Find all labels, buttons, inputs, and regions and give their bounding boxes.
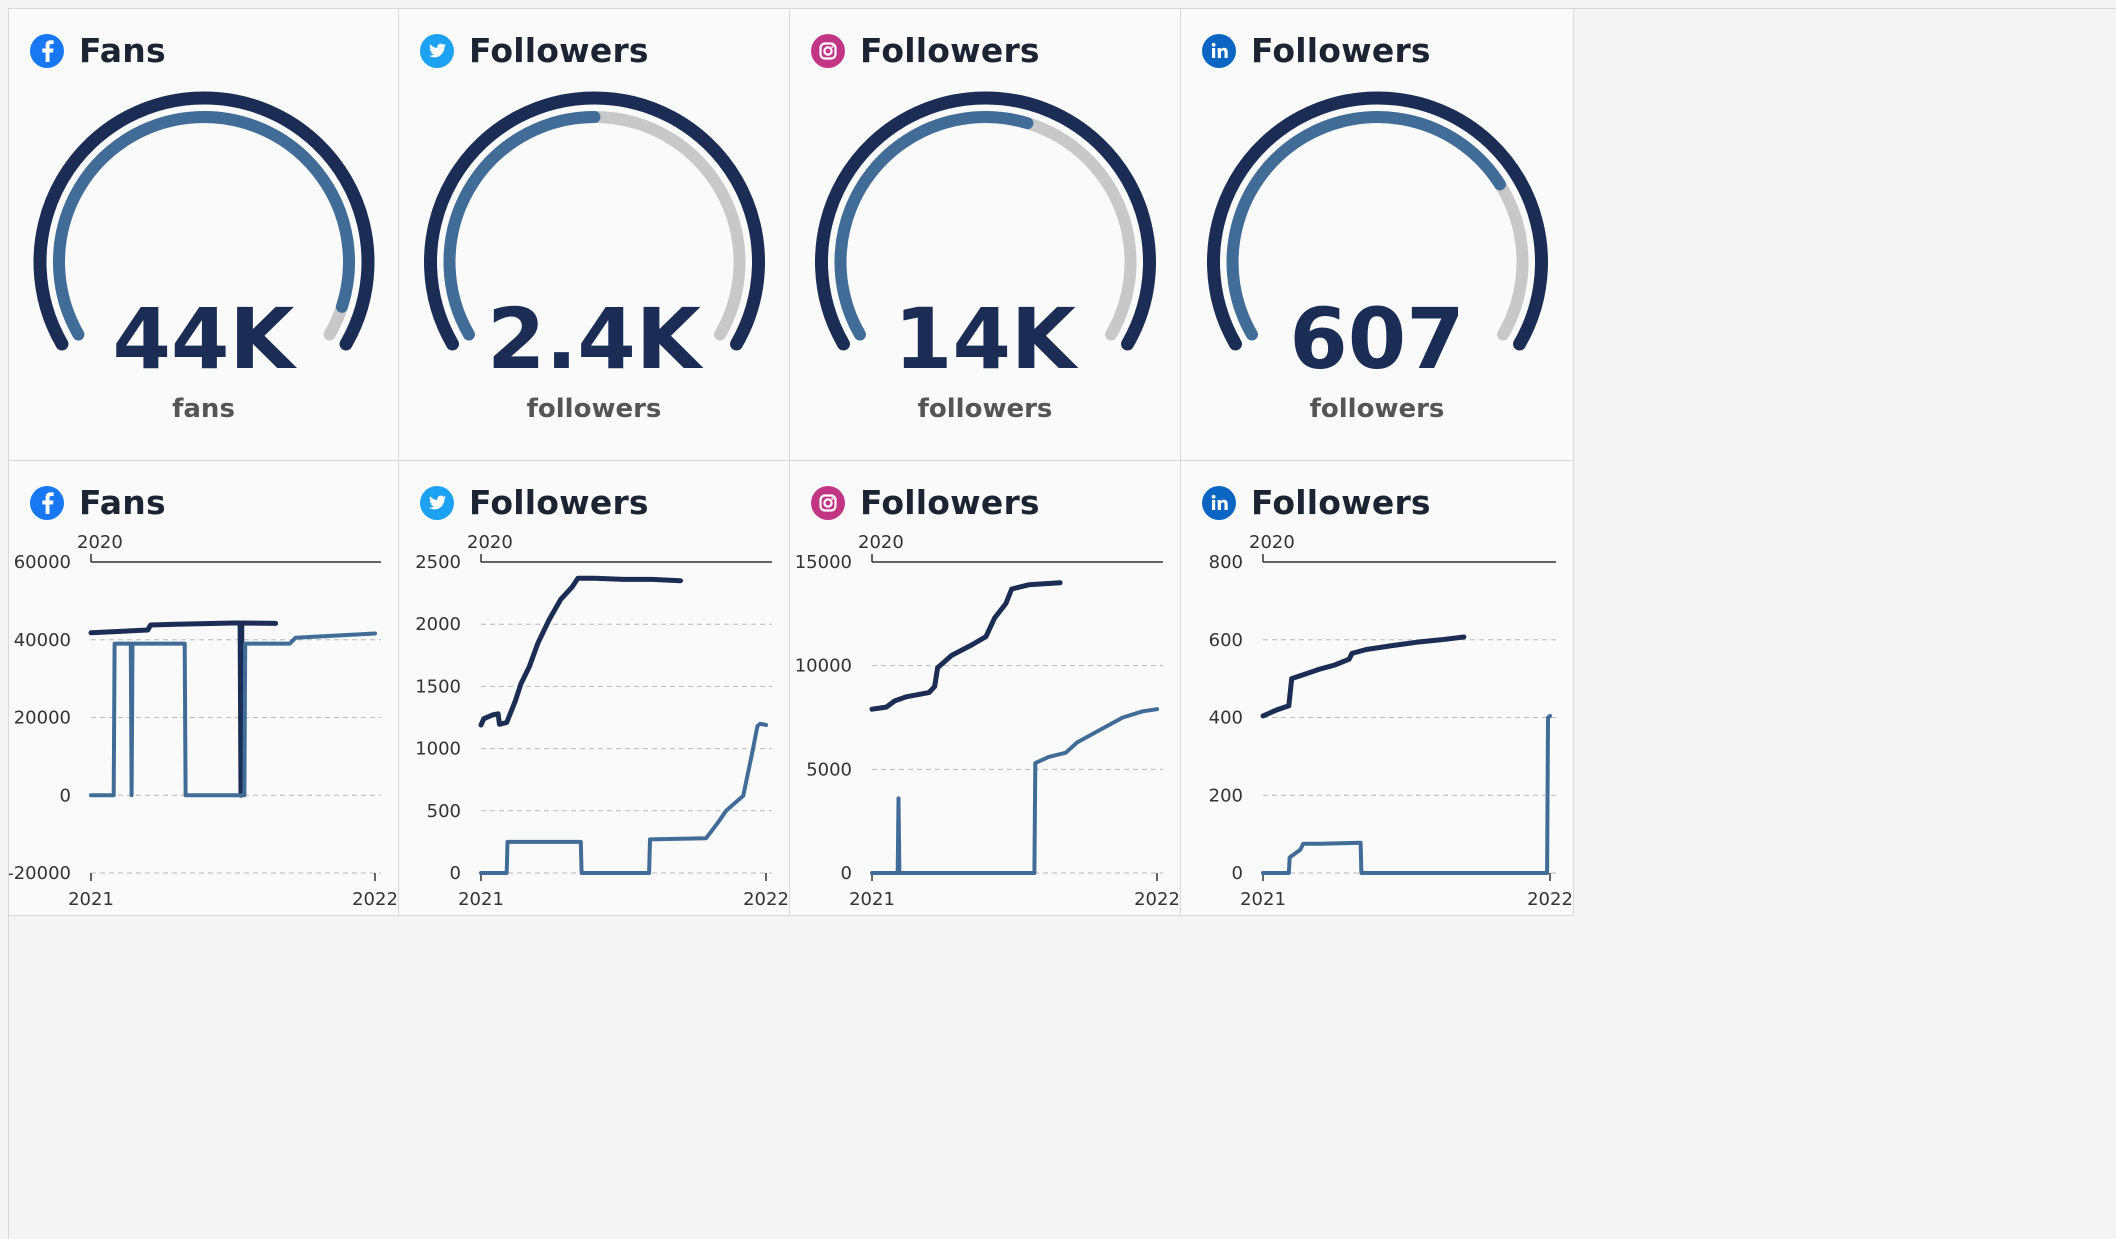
gauge-value: 607 — [1289, 290, 1465, 388]
gauge-unit: followers — [917, 394, 1053, 424]
line-chart-svg: 2020 0 200 400 600 800 2021 2022 — [1209, 532, 1573, 910]
gauge-unit: followers — [1309, 394, 1445, 424]
series-line-0 — [1260, 634, 1467, 719]
y-tick-label: 15000 — [795, 552, 852, 573]
y-tick-label: 40000 — [14, 630, 71, 651]
y-tick-label: 2500 — [415, 552, 461, 573]
line-panel-linkedin: Followers 2020 0 200 400 600 800 2021 2022 — [1181, 461, 1574, 916]
gauge-outer-ring — [33, 91, 375, 351]
twitter-icon — [419, 485, 455, 521]
y-tick-label: 0 — [841, 863, 852, 884]
top-axis-label: 2020 — [858, 532, 904, 553]
gauge-value: 44K — [112, 290, 295, 388]
line-chart-svg: 2020 0 5000 10000 15000 2021 2022 — [795, 532, 1180, 910]
twitter-icon — [419, 33, 455, 69]
gauge-unit: followers — [526, 394, 662, 424]
y-tick-label: 5000 — [806, 759, 852, 780]
gauge-outer-ring — [815, 91, 1156, 351]
y-tick-label: 60000 — [14, 552, 71, 573]
y-tick-label: 500 — [427, 801, 461, 822]
instagram-icon — [810, 485, 846, 521]
gauge-value: 14K — [894, 290, 1076, 388]
y-tick-label: 0 — [60, 785, 71, 806]
line-chart-svg: 2020 -20000 0 20000 40000 60000 2021 2022 — [9, 532, 398, 910]
panel-title: Followers — [860, 483, 1040, 522]
x-tick-label: 2022 — [1134, 889, 1180, 910]
x-tick-label: 2022 — [1527, 889, 1573, 910]
series-line-1 — [870, 707, 1159, 875]
top-axis-label: 2020 — [1249, 532, 1295, 553]
gauge-value: 2.4K — [487, 290, 701, 388]
line-panel-twitter: Followers 2020 0 500 1000 1500 2000 2500 2021 202… — [399, 461, 790, 916]
gauge-progress — [53, 111, 355, 341]
series-line-0 — [88, 620, 279, 798]
y-tick-label: 200 — [1209, 785, 1243, 806]
gauge-progress — [1226, 111, 1506, 341]
y-tick-label: 600 — [1209, 630, 1243, 651]
gauge-outer-ring — [424, 91, 765, 351]
y-tick-label: 800 — [1209, 552, 1243, 573]
top-axis-label: 2020 — [467, 532, 513, 553]
series-line-1 — [89, 631, 377, 798]
series-line-1 — [479, 721, 768, 875]
gauge-progress — [443, 111, 601, 341]
panel-header: Followers — [810, 31, 1040, 70]
line-panel-instagram: Followers 2020 0 5000 10000 15000 2021 2022 — [790, 461, 1181, 916]
x-tick-label: 2021 — [458, 889, 504, 910]
gauge-progress — [834, 111, 1034, 341]
panel-header: Followers — [419, 483, 649, 522]
panel-header: Fans — [29, 31, 166, 70]
facebook-icon — [29, 33, 65, 69]
y-tick-label: 0 — [1232, 863, 1243, 884]
panel-title: Followers — [469, 31, 649, 70]
x-tick-label: 2021 — [1240, 889, 1286, 910]
y-tick-label: 10000 — [795, 656, 852, 677]
series-line-0 — [869, 580, 1063, 712]
instagram-icon — [810, 33, 846, 69]
panel-header: Followers — [810, 483, 1040, 522]
panel-header: Followers — [419, 31, 649, 70]
gauge-outer-ring — [1207, 91, 1548, 351]
gauge-unit: fans — [172, 394, 235, 424]
y-tick-label: 1000 — [415, 739, 461, 760]
series-line-0 — [478, 575, 683, 728]
x-tick-label: 2022 — [743, 889, 789, 910]
panel-header: Followers — [1201, 483, 1431, 522]
panel-title: Fans — [79, 31, 166, 70]
panel-title: Fans — [79, 483, 166, 522]
y-tick-label: -20000 — [9, 863, 71, 884]
panel-title: Followers — [469, 483, 649, 522]
panel-header: Fans — [29, 483, 166, 522]
line-panel-facebook: Fans 2020 -20000 0 20000 40000 60000 2021 2022 — [9, 461, 399, 916]
series-line-1 — [1261, 713, 1552, 875]
gauge-svg — [815, 91, 1156, 351]
y-tick-label: 20000 — [14, 708, 71, 729]
y-tick-label: 1500 — [415, 676, 461, 697]
linkedin-icon — [1201, 485, 1237, 521]
x-tick-label: 2021 — [68, 889, 114, 910]
panel-title: Followers — [1251, 31, 1431, 70]
gauge-svg — [1207, 91, 1548, 351]
line-chart-svg: 2020 0 500 1000 1500 2000 2500 2021 2022 — [415, 532, 789, 910]
linkedin-icon — [1201, 33, 1237, 69]
panel-title: Followers — [1251, 483, 1431, 522]
x-tick-label: 2021 — [849, 889, 895, 910]
gauge-svg — [33, 91, 375, 351]
panel-title: Followers — [860, 31, 1040, 70]
top-axis-label: 2020 — [77, 532, 123, 553]
y-tick-label: 400 — [1209, 708, 1243, 729]
gauge-svg — [424, 91, 765, 351]
x-tick-label: 2022 — [352, 889, 398, 910]
y-tick-label: 0 — [450, 863, 461, 884]
panel-header: Followers — [1201, 31, 1431, 70]
y-tick-label: 2000 — [415, 614, 461, 635]
facebook-icon — [29, 485, 65, 521]
